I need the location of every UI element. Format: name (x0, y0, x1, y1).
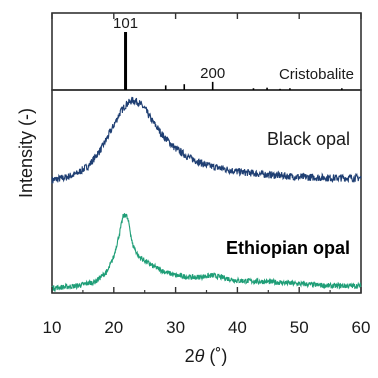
reference-peaks: 101 200 (113, 15, 343, 90)
x-tick-label: 40 (228, 318, 247, 337)
x-axis-label: 2θ (˚) (185, 346, 228, 366)
series-line (51, 96, 362, 184)
x-axis-label-unit: (˚) (204, 346, 227, 366)
x-tick-label: 20 (104, 318, 123, 337)
x-axis-label-prefix: 2 (185, 346, 195, 366)
main-panel-frame (51, 89, 362, 294)
peak-label: 200 (200, 65, 225, 82)
x-ticks: 10 20 30 40 50 60 (43, 13, 371, 337)
x-tick-label: 10 (43, 318, 62, 337)
series-label-ethiopian-opal: Ethiopian opal (226, 238, 350, 258)
x-tick-label: 30 (166, 318, 185, 337)
peak-label: 101 (113, 15, 138, 32)
series-line (51, 213, 362, 293)
reference-label: Cristobalite (279, 66, 354, 83)
x-tick-label: 60 (352, 318, 371, 337)
x-tick-label: 50 (290, 318, 309, 337)
series-label-black-opal: Black opal (267, 129, 350, 149)
y-axis-label: Intensity (-) (16, 108, 36, 198)
x-axis-label-symbol: θ (195, 346, 205, 366)
series-lines (51, 96, 362, 293)
